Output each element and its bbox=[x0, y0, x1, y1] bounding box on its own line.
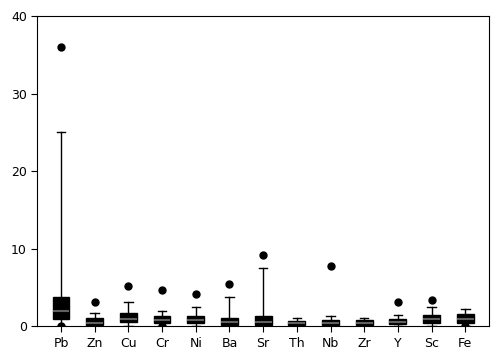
PathPatch shape bbox=[356, 320, 372, 325]
PathPatch shape bbox=[288, 321, 306, 325]
PathPatch shape bbox=[221, 318, 238, 325]
PathPatch shape bbox=[86, 318, 103, 325]
PathPatch shape bbox=[254, 316, 272, 325]
PathPatch shape bbox=[188, 316, 204, 323]
PathPatch shape bbox=[390, 319, 406, 324]
PathPatch shape bbox=[154, 316, 170, 323]
PathPatch shape bbox=[120, 313, 137, 322]
PathPatch shape bbox=[52, 297, 70, 319]
PathPatch shape bbox=[457, 314, 473, 323]
PathPatch shape bbox=[423, 315, 440, 323]
PathPatch shape bbox=[322, 320, 339, 325]
